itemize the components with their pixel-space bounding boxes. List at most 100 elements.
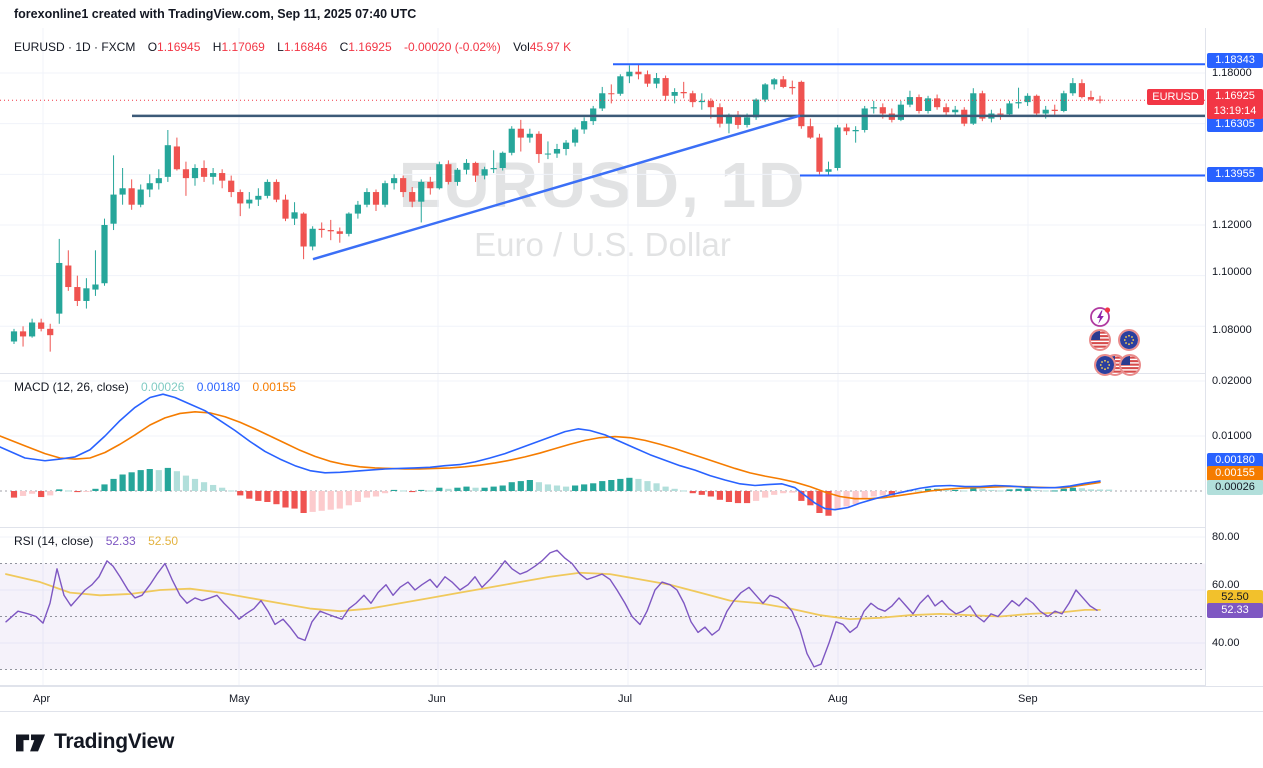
macd-histogram-bar xyxy=(689,491,696,494)
tradingview-logo-icon xyxy=(16,734,46,752)
macd-histogram-bar xyxy=(535,482,542,491)
macd-histogram-bar xyxy=(707,491,714,497)
candle-down xyxy=(200,167,208,177)
macd-histogram-bar xyxy=(753,491,760,501)
candle-up xyxy=(698,100,705,103)
footer-logo[interactable]: TradingView xyxy=(16,729,174,755)
price-scale-badge: 1.18343 xyxy=(1207,52,1263,68)
close-label: C xyxy=(339,40,349,54)
macd-histogram-bar xyxy=(924,488,932,491)
macd-histogram-bar xyxy=(191,478,199,491)
macd-histogram-bar xyxy=(354,491,361,502)
price-axis-label: 60.00 xyxy=(1212,579,1240,591)
candle-down xyxy=(400,178,407,193)
macd-histogram-bar xyxy=(237,491,244,496)
candle-down xyxy=(74,287,81,301)
macd-histogram-bar xyxy=(1006,489,1013,491)
candle-down xyxy=(979,93,986,119)
macd-histogram-bar xyxy=(762,491,769,498)
candle-up xyxy=(970,93,977,124)
macd-legend: MACD (12, 26, close) 0.00026 0.00180 0.0… xyxy=(14,380,296,394)
flag-us-icon[interactable] xyxy=(1119,354,1155,381)
candle-down xyxy=(789,86,796,89)
candle-down xyxy=(662,78,669,96)
macd-histogram-bar xyxy=(1033,489,1040,491)
macd-histogram-bar xyxy=(246,491,253,499)
current-symbol-badge: EURUSD xyxy=(1147,89,1204,105)
macd-histogram-bar xyxy=(1015,488,1022,491)
economic-event-icon[interactable] xyxy=(1089,306,1125,333)
candle-down xyxy=(300,213,307,247)
candle-down xyxy=(943,107,950,113)
macd-histogram-bar xyxy=(662,486,669,491)
macd-histogram-bar xyxy=(626,477,633,491)
macd-histogram-bar xyxy=(255,491,262,501)
candle-down xyxy=(38,322,45,329)
macd-histogram-bar xyxy=(526,480,533,491)
candle-down xyxy=(65,265,72,288)
candle-down xyxy=(535,133,542,155)
time-axis[interactable]: Apr May Jun Jul Aug Sep xyxy=(0,686,1263,712)
price-axis-label: 1.10000 xyxy=(1212,266,1252,278)
candle-down xyxy=(934,98,941,108)
macd-histogram-bar xyxy=(599,481,606,491)
candle-down xyxy=(282,199,289,219)
candle-up xyxy=(870,107,877,109)
macd-histogram-bar xyxy=(92,488,99,491)
macd-histogram-bar xyxy=(635,478,642,491)
macd-histogram-bar xyxy=(943,489,950,491)
candle-down xyxy=(1051,109,1058,111)
price-scale[interactable]: 1.18000 1.12000 1.10000 1.08000 0.02000 0.010… xyxy=(1205,28,1263,712)
macd-histogram-bar xyxy=(680,490,687,492)
macd-histogram-bar xyxy=(1051,490,1058,492)
candle-down xyxy=(336,231,343,234)
macd-histogram-bar xyxy=(219,487,226,491)
macd-histogram-bar xyxy=(1042,490,1049,492)
candle-down xyxy=(327,230,334,232)
chart-canvas[interactable] xyxy=(0,28,1205,686)
macd-histogram-bar xyxy=(56,489,63,491)
candle-up xyxy=(1042,109,1049,114)
macd-histogram-bar xyxy=(101,484,108,491)
candle-up xyxy=(1006,103,1013,115)
high-label: H xyxy=(212,40,222,54)
candle-down xyxy=(237,192,244,204)
flag-eu-icon[interactable] xyxy=(1118,329,1154,356)
candle-down xyxy=(997,113,1004,115)
candle-up xyxy=(255,195,262,200)
macd-histogram-bar xyxy=(418,489,425,491)
time-axis-label: Sep xyxy=(1018,693,1038,705)
candle-up xyxy=(599,93,606,109)
candle-up xyxy=(490,167,497,170)
candle-up xyxy=(210,173,217,177)
candle-up xyxy=(436,164,443,189)
macd-histogram-bar xyxy=(825,491,832,516)
macd-histogram-bar xyxy=(155,470,162,491)
candle-down xyxy=(644,74,651,84)
macd-title: MACD (12, 26, close) xyxy=(14,380,129,394)
macd-histogram-bar xyxy=(952,489,959,491)
macd-histogram-bar xyxy=(562,486,570,491)
macd-histogram-bar xyxy=(997,490,1004,492)
macd-histogram-bar xyxy=(716,491,723,500)
macd-histogram-bar xyxy=(653,483,660,491)
macd-histogram-bar xyxy=(427,490,434,492)
candle-up xyxy=(110,194,117,224)
macd-histogram-bar xyxy=(499,485,506,491)
macd-histogram-bar xyxy=(38,491,45,498)
candle-up xyxy=(463,162,470,170)
macd-histogram-bar xyxy=(318,491,325,511)
low-value: 1.16846 xyxy=(283,40,328,54)
macd-histogram-bar xyxy=(1105,489,1113,491)
chart-area[interactable]: EURUSD, 1D Euro / U.S. Dollar EURUSD · 1… xyxy=(0,28,1263,712)
macd-histogram-bar xyxy=(771,491,778,495)
macd-histogram-bar xyxy=(10,491,18,498)
candle-up xyxy=(499,152,506,168)
macd-histogram-bar xyxy=(65,490,72,492)
candle-up xyxy=(381,183,389,205)
flag-us-icon[interactable] xyxy=(1089,329,1125,356)
open-value: 1.16945 xyxy=(157,40,201,54)
tradingview-logo-text: TradingView xyxy=(54,730,175,753)
macd-histogram-bar xyxy=(490,486,497,491)
macd-histogram-bar xyxy=(553,485,561,491)
